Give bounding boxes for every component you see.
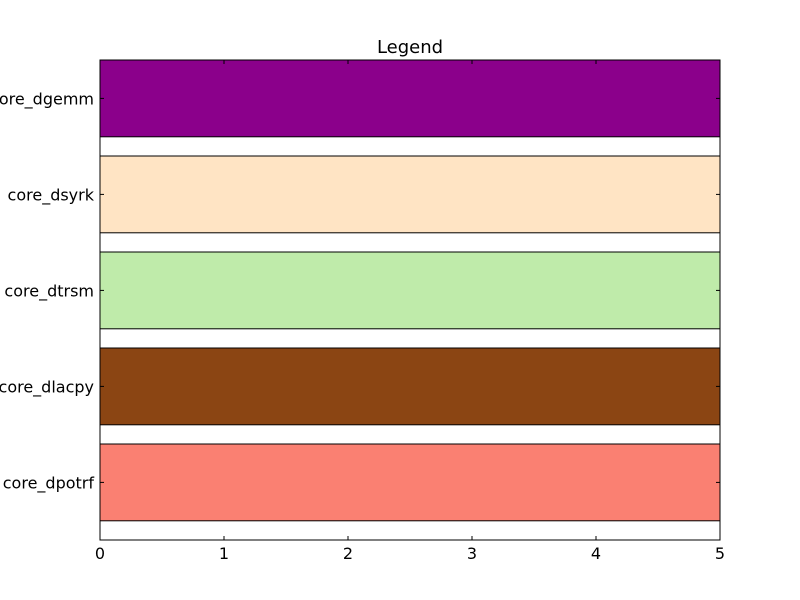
bar-core-dsyrk bbox=[99, 155, 721, 234]
bar-core-dlacpy bbox=[99, 347, 721, 426]
y-tick-label: core_dsyrk bbox=[8, 185, 95, 205]
x-tick-label: 2 bbox=[343, 544, 353, 563]
x-tick-label: 4 bbox=[591, 544, 601, 563]
bar-core-dtrsm bbox=[99, 251, 721, 330]
y-tick-label: core_dgemm bbox=[0, 89, 94, 109]
x-tick-label: 1 bbox=[219, 544, 229, 563]
bars-group bbox=[99, 59, 721, 522]
y-axis-ticks: core_dgemm core_dsyrk core_dtrsm core_dlacp… bbox=[0, 89, 720, 493]
x-tick-label: 0 bbox=[95, 544, 105, 563]
y-tick-label: core_dtrsm bbox=[4, 281, 94, 301]
chart-title: Legend bbox=[377, 37, 443, 58]
bar-core-dpotrf bbox=[99, 443, 721, 522]
x-tick-label: 3 bbox=[467, 544, 477, 563]
plot-frame bbox=[99, 59, 721, 541]
x-tick-label: 5 bbox=[715, 544, 725, 563]
y-tick-label: core_dpotrf bbox=[3, 473, 95, 493]
bar-core-dgemm bbox=[99, 59, 721, 138]
y-tick-label: core_dlacpy bbox=[0, 377, 94, 397]
